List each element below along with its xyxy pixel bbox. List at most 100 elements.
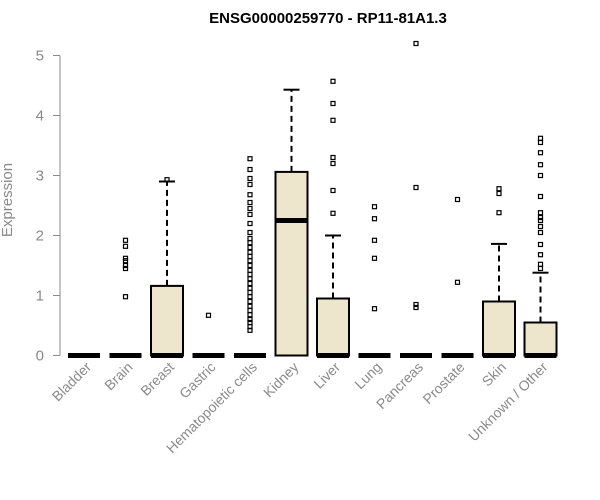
outlier-point — [413, 301, 419, 308]
outlier-point — [413, 40, 419, 47]
outlier-point — [122, 294, 129, 300]
outlier-point — [247, 294, 253, 300]
box-group — [274, 88, 309, 357]
box-group — [109, 237, 142, 358]
x-tick-label: Liver — [310, 359, 343, 392]
outlier-point — [330, 154, 336, 161]
outlier-point — [247, 289, 253, 296]
outlier-point — [537, 172, 544, 179]
x-tick-label: Skin — [479, 359, 510, 390]
outlier-point — [247, 298, 253, 305]
outlier-point — [247, 181, 253, 188]
outlier-point — [247, 244, 253, 251]
outlier-point — [537, 139, 544, 146]
outlier-point — [247, 240, 253, 246]
outlier-point — [330, 117, 336, 123]
outlier-point — [330, 210, 336, 216]
x-tick-label: Brain — [101, 359, 135, 393]
y-tick-label: 4 — [36, 108, 44, 125]
outlier-point — [496, 190, 502, 197]
box-iqr — [482, 300, 516, 357]
outlier-point — [371, 237, 378, 243]
outlier-point — [330, 78, 336, 84]
box-group — [482, 186, 516, 358]
outlier-point — [496, 186, 502, 192]
outlier-point — [122, 262, 129, 269]
y-axis-ticks: 0 1 2 3 4 5 — [36, 48, 60, 365]
outlier-point — [537, 241, 544, 248]
y-tick-label: 3 — [36, 168, 44, 185]
chart-title: ENSG00000259770 - RP11-81A1.3 — [209, 10, 447, 27]
box-group — [192, 312, 225, 358]
outlier-point — [537, 252, 544, 258]
box-iqr — [150, 284, 184, 357]
outlier-point — [122, 237, 129, 243]
outlier-point — [454, 196, 461, 203]
outlier-point — [247, 319, 253, 326]
outlier-point — [496, 210, 502, 216]
outlier-point — [247, 205, 253, 212]
outlier-point — [122, 265, 129, 272]
outlier-point — [247, 258, 253, 264]
outlier-point — [537, 261, 544, 267]
outlier-point — [247, 316, 253, 323]
outlier-point — [537, 223, 544, 230]
outlier-point — [371, 216, 378, 222]
outlier-point — [247, 192, 253, 198]
box-group — [400, 40, 432, 358]
outlier-point — [247, 280, 253, 287]
outlier-point — [247, 253, 253, 260]
outlier-point — [371, 306, 378, 312]
outlier-point — [247, 235, 253, 242]
y-tick-label: 2 — [36, 228, 44, 245]
x-tick-label: Breast — [137, 359, 177, 399]
box-group — [234, 156, 266, 358]
outlier-point — [537, 217, 544, 224]
box-group — [358, 204, 391, 358]
outlier-point — [205, 312, 212, 318]
outlier-point — [247, 271, 253, 278]
box-group — [150, 177, 184, 358]
outlier-point — [247, 307, 253, 314]
outlier-point — [247, 199, 253, 206]
outlier-point — [164, 177, 170, 183]
outlier-point — [537, 214, 544, 221]
outlier-point — [247, 276, 253, 282]
outlier-point — [247, 229, 253, 236]
outlier-point — [247, 166, 253, 173]
x-tick-label: Kidney — [260, 359, 302, 401]
outlier-point — [537, 229, 544, 236]
outlier-point — [537, 193, 544, 200]
x-tick-label: Lung — [351, 359, 384, 392]
outlier-point — [247, 303, 253, 309]
outlier-point — [122, 243, 129, 249]
box-iqr — [523, 321, 558, 357]
outlier-point — [247, 211, 253, 218]
x-tick-label: Prostate — [419, 359, 467, 407]
box-iqr — [274, 170, 309, 357]
outlier-point — [413, 184, 419, 191]
outlier-point — [537, 265, 544, 272]
x-tick-label: Bladder — [49, 359, 95, 405]
outlier-point — [537, 162, 544, 168]
outlier-point — [247, 267, 253, 273]
box-iqr — [316, 297, 350, 357]
outlier-point — [537, 150, 544, 156]
outlier-point — [247, 262, 253, 269]
outlier-point — [371, 204, 378, 210]
outlier-point — [330, 187, 336, 194]
outlier-point — [371, 255, 378, 261]
box-group — [316, 78, 350, 358]
box-group — [441, 196, 474, 358]
outlier-point — [247, 312, 253, 318]
outlier-point — [247, 156, 253, 162]
y-tick-label: 5 — [36, 48, 44, 65]
outlier-point — [454, 279, 461, 285]
outlier-point — [413, 304, 419, 311]
x-tick-label: Unknown / Other — [465, 359, 551, 445]
y-axis-label: Expression — [0, 163, 16, 237]
box-group — [523, 135, 558, 358]
outlier-point — [247, 220, 253, 227]
